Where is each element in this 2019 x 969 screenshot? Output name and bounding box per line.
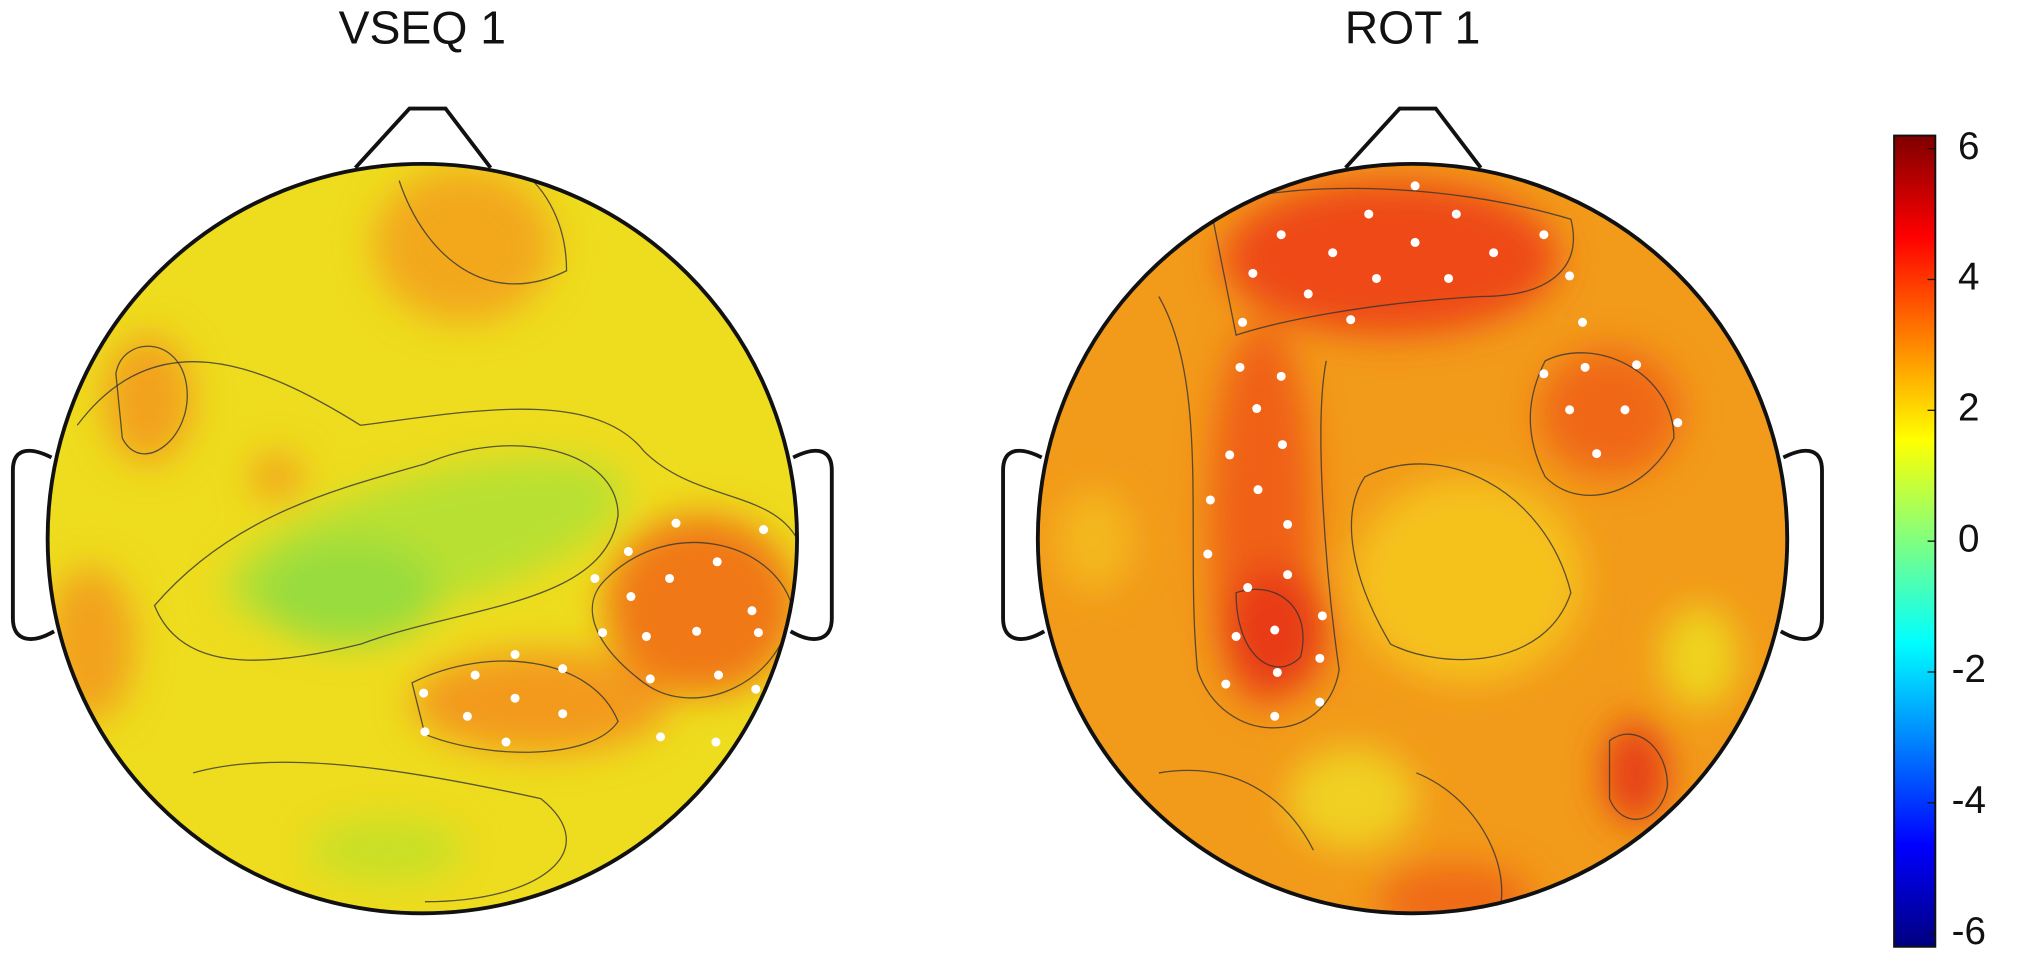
electrode-marker xyxy=(1620,405,1630,415)
electrode-marker xyxy=(1248,268,1258,278)
electrode-marker xyxy=(1315,653,1325,663)
head-right xyxy=(1001,106,1824,916)
colorbar: -6 -4 -2 0 2 4 6 xyxy=(1893,125,1986,953)
electrode-marker xyxy=(1364,209,1374,219)
electrode-marker xyxy=(645,674,655,684)
electrode-marker xyxy=(1632,360,1642,370)
electrode-marker xyxy=(641,631,651,641)
electrode-marker xyxy=(1451,209,1461,219)
electrode-marker xyxy=(1243,583,1253,593)
electrode-marker xyxy=(623,546,633,556)
electrode-marker xyxy=(1565,271,1575,281)
electrode-marker xyxy=(1346,315,1356,325)
map-title: VSEQ 1 xyxy=(339,2,506,54)
electrode-marker xyxy=(656,732,666,742)
electrode-marker xyxy=(510,693,520,703)
electrode-marker xyxy=(1317,611,1327,621)
electrode-marker xyxy=(1371,273,1381,283)
electrode-marker xyxy=(1277,440,1287,450)
electrode-marker xyxy=(1231,631,1241,641)
electrode-marker xyxy=(1539,230,1549,240)
electrode-marker xyxy=(462,711,472,721)
electrode-marker xyxy=(501,737,511,747)
electrode-marker xyxy=(558,709,568,719)
electrode-marker xyxy=(747,606,757,616)
electrode-marker xyxy=(590,573,600,584)
electrode-marker xyxy=(692,626,702,636)
electrode-marker xyxy=(419,688,429,698)
electrode-marker xyxy=(1592,449,1602,459)
electrode-marker xyxy=(1221,679,1231,689)
colorbar-tick-label: -2 xyxy=(1952,648,1986,691)
electrode-marker xyxy=(1410,237,1420,247)
colorbar-tick-label: 0 xyxy=(1958,517,1979,560)
colorbar-tick-label: 2 xyxy=(1958,387,1979,430)
head-left xyxy=(10,106,834,916)
electrode-marker xyxy=(1283,519,1293,529)
electrode-marker xyxy=(626,592,636,602)
electrode-marker xyxy=(1410,181,1420,191)
electrode-marker xyxy=(510,649,520,659)
electrode-marker xyxy=(558,664,568,674)
electrode-marker xyxy=(1235,362,1245,372)
electrode-marker xyxy=(1276,371,1286,381)
electrode-marker xyxy=(1203,549,1213,559)
electrode-marker xyxy=(1444,273,1454,283)
colorbar-tick-label: 6 xyxy=(1958,125,1979,168)
electrode-marker xyxy=(671,518,681,528)
electrode-marker xyxy=(1283,570,1293,580)
electrode-marker xyxy=(1489,248,1499,258)
electrode-markers xyxy=(419,181,1683,747)
electrode-marker xyxy=(1272,667,1282,678)
electrode-marker xyxy=(420,727,430,737)
electrode-marker xyxy=(1565,405,1575,415)
electrode-marker xyxy=(470,670,480,680)
electrode-marker xyxy=(1577,317,1588,327)
electrode-marker xyxy=(1276,230,1286,240)
electrode-marker xyxy=(751,684,761,694)
colorbar-tick-label: -4 xyxy=(1952,779,1986,822)
electrode-marker xyxy=(1270,711,1280,721)
colorbar-tick-label: 4 xyxy=(1958,256,1979,299)
electrode-marker xyxy=(1328,248,1338,258)
electrode-marker xyxy=(713,670,724,680)
electrode-marker xyxy=(712,557,722,567)
electrode-marker xyxy=(1238,317,1248,327)
electrode-marker xyxy=(1303,289,1313,299)
electrode-marker xyxy=(753,628,763,638)
electrode-marker xyxy=(1673,418,1683,428)
electrode-marker xyxy=(711,737,721,747)
electrode-marker xyxy=(1252,404,1262,414)
electrode-marker xyxy=(1253,485,1263,495)
electrode-marker xyxy=(1580,362,1590,372)
electrode-marker xyxy=(1539,369,1549,379)
electrode-marker xyxy=(1205,495,1215,505)
colorbar-tick-label: -6 xyxy=(1952,910,1986,953)
map-title: ROT 1 xyxy=(1345,2,1481,54)
electrode-marker xyxy=(1270,625,1280,635)
electrode-marker xyxy=(1225,450,1235,460)
electrode-marker xyxy=(759,525,769,535)
electrode-marker xyxy=(1315,697,1325,707)
electrode-marker xyxy=(665,573,675,584)
electrode-marker xyxy=(598,628,608,638)
